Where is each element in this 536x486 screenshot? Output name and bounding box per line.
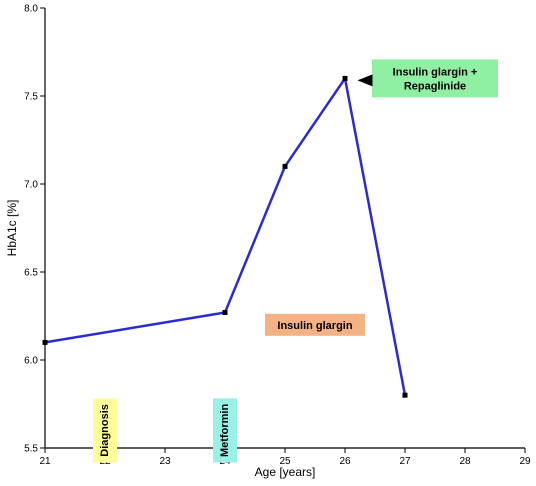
data-point	[342, 75, 348, 81]
annotation-insulin-glargin-repaglinide: Insulin glargin + Repaglinide	[357, 59, 498, 98]
y-tick-label: 7.5	[24, 92, 38, 103]
y-ticks: 5.5 6.0 6.5 7.0 7.5 8.0	[24, 4, 45, 455]
y-tick-label: 6.0	[24, 356, 38, 367]
annotation-label-line: Insulin glargin +	[393, 66, 478, 78]
annotation-box	[372, 59, 498, 98]
x-tick-label: 28	[459, 456, 471, 467]
data-point	[282, 163, 288, 169]
annotation-diagnosis: Diagnosis	[93, 398, 117, 463]
x-tick-label: 26	[339, 456, 351, 467]
annotation-label-line: Repaglinide	[404, 80, 466, 92]
x-axis-title: Age [years]	[255, 465, 316, 479]
annotation-box	[93, 398, 117, 463]
y-tick-label: 6.5	[24, 268, 38, 279]
data-point	[222, 309, 228, 315]
y-tick-label: 8.0	[24, 4, 38, 15]
y-tick-label: 5.5	[24, 444, 38, 455]
x-tick-label: 21	[39, 456, 51, 467]
annotations: Diagnosis Metformin Insulin glargin Insulin…	[93, 59, 498, 463]
annotation-label: Metformin	[219, 404, 231, 457]
x-tick-label: 29	[519, 456, 531, 467]
y-tick-label: 7.0	[24, 180, 38, 191]
x-tick-label: 27	[399, 456, 411, 467]
annotation-metformin: Metformin	[213, 398, 237, 463]
data-point	[42, 339, 48, 345]
annotation-label: Insulin glargin	[277, 320, 352, 332]
annotation-label: Diagnosis	[99, 404, 111, 457]
y-axis-title: HbA1c [%]	[5, 200, 19, 257]
annotation-box	[213, 398, 237, 463]
annotation-insulin-glargin: Insulin glargin	[265, 313, 365, 336]
x-tick-label: 25	[279, 456, 291, 467]
data-point	[402, 392, 408, 398]
series	[42, 75, 408, 398]
x-tick-label: 23	[159, 456, 171, 467]
annotation-box	[265, 313, 365, 336]
series-line	[44, 77, 407, 396]
